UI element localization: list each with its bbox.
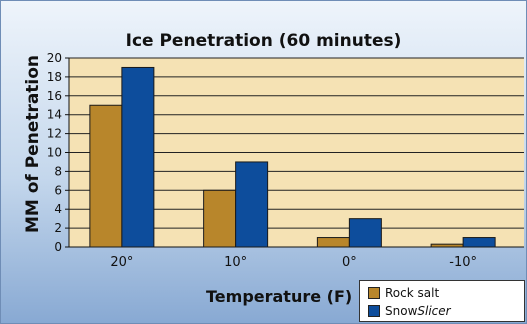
y-tick-label: 12 bbox=[47, 127, 62, 141]
y-tick-label: 8 bbox=[54, 164, 62, 178]
legend-label-snowslicer-plain: Snow bbox=[385, 304, 418, 318]
legend-label-rock-salt: Rock salt bbox=[385, 286, 440, 300]
y-tick-label: 16 bbox=[47, 89, 62, 103]
y-tick-label: 0 bbox=[54, 240, 62, 254]
y-tick-label: 2 bbox=[54, 221, 62, 235]
y-tick-label: 10 bbox=[47, 146, 62, 160]
legend-item-rock-salt: Rock salt bbox=[368, 286, 439, 300]
y-tick-label: 20 bbox=[47, 51, 62, 65]
bar-rock-salt bbox=[89, 104, 123, 248]
y-tick-label: 14 bbox=[47, 108, 62, 122]
bar-rock-salt bbox=[316, 237, 350, 248]
legend-swatch-snowslicer bbox=[368, 305, 380, 317]
x-tick-label: 20° bbox=[110, 255, 133, 270]
legend-item-snowslicer: SnowSlicer bbox=[368, 304, 451, 318]
x-tick-label: 0° bbox=[342, 255, 357, 270]
bar-snowslicer bbox=[348, 218, 382, 248]
chart-title: Ice Penetration (60 minutes) bbox=[125, 31, 402, 51]
bar-snowslicer bbox=[235, 161, 269, 248]
bar-snowslicer bbox=[121, 66, 155, 248]
x-tick-label: -10° bbox=[449, 255, 477, 270]
y-tick-label: 4 bbox=[54, 202, 62, 216]
legend-swatch-rock-salt bbox=[368, 287, 380, 299]
y-tick-label: 6 bbox=[54, 183, 62, 197]
legend-label-snowslicer: SnowSlicer bbox=[385, 304, 451, 318]
legend: Rock salt SnowSlicer bbox=[359, 280, 525, 322]
bar-snowslicer bbox=[462, 237, 496, 248]
y-tick-label: 18 bbox=[47, 70, 62, 84]
x-axis-label: Temperature (F) bbox=[206, 287, 353, 306]
x-tick-label: 10° bbox=[224, 255, 247, 270]
bar-rock-salt bbox=[430, 243, 464, 248]
bar-rock-salt bbox=[203, 189, 237, 248]
legend-label-snowslicer-italic: Slicer bbox=[417, 304, 451, 318]
